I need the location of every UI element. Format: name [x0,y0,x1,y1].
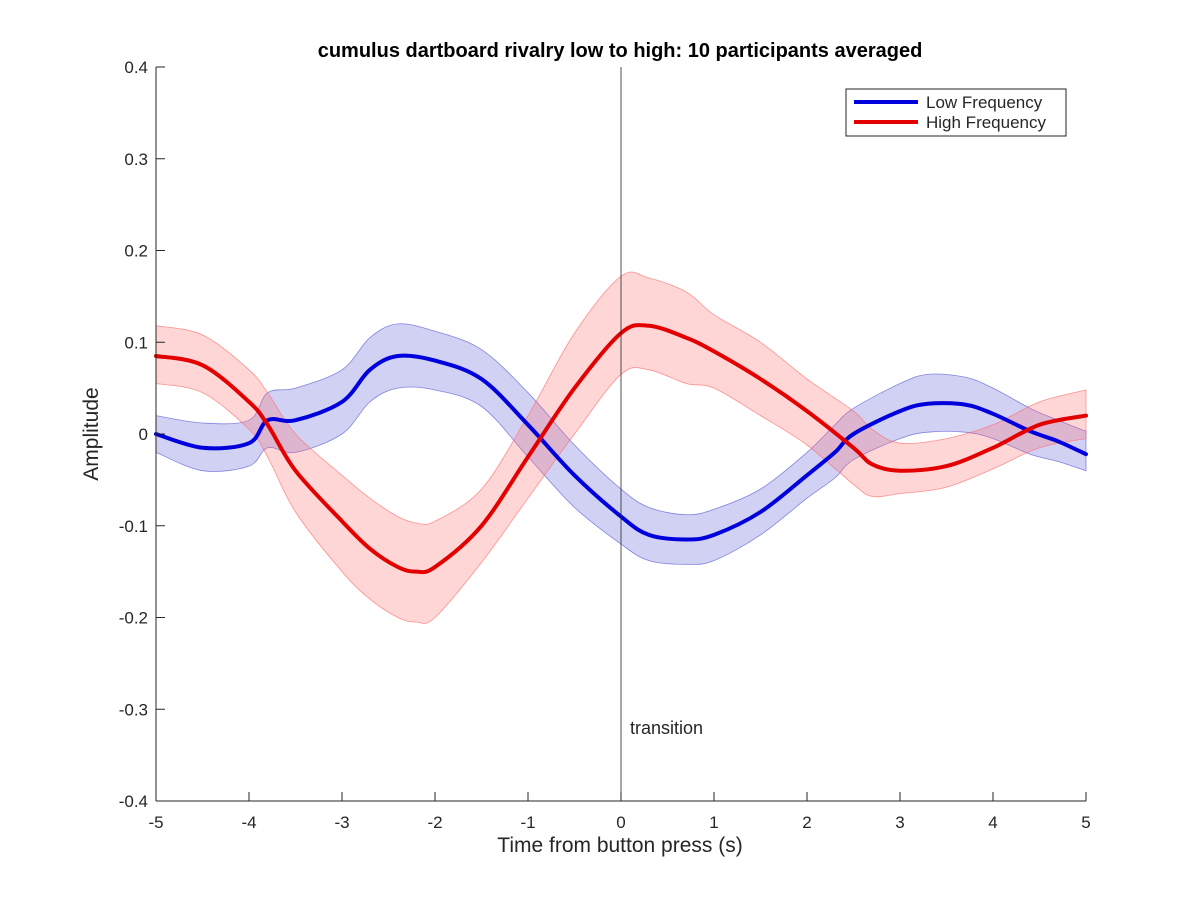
legend-label-low-frequency: Low Frequency [926,93,1043,112]
x-axis-label: Time from button press (s) [497,834,742,857]
x-tick-label: -5 [148,813,163,832]
y-tick-label: -0.2 [119,609,148,628]
y-axis-label: Amplitude [80,387,103,480]
band-high-frequency [155,271,1087,624]
legend-label-high-frequency: High Frequency [926,113,1047,132]
y-tick-label: 0 [139,425,148,444]
y-ticks: -0.4 -0.3 -0.2 -0.1 0 0.1 0.2 0.3 0.4 [119,58,165,811]
x-tick-label: 0 [616,813,625,832]
x-tick-label: 3 [895,813,904,832]
y-tick-label: 0.4 [124,58,148,77]
chart-title: cumulus dartboard rivalry low to high: 1… [318,40,923,62]
x-ticks: -5 -4 -3 -2 -1 0 1 2 3 4 5 [148,792,1091,832]
x-tick-label: -1 [520,813,535,832]
y-tick-label: -0.4 [119,792,148,811]
y-tick-label: 0.2 [124,242,148,261]
x-tick-label: -4 [241,813,256,832]
line-low-frequency [154,353,1088,542]
x-tick-label: 2 [802,813,811,832]
band-low-frequency [155,323,1087,565]
confidence-bands [155,271,1087,624]
transition-annotation: transition [630,718,703,738]
y-tick-label: -0.1 [119,517,148,536]
y-tick-label: -0.3 [119,700,148,719]
legend-box [845,88,1067,137]
x-tick-label: 1 [709,813,718,832]
x-tick-label: -3 [334,813,349,832]
x-tick-label: -2 [427,813,442,832]
line-high-frequency [154,322,1088,575]
legend: Low Frequency High Frequency [845,88,1067,137]
series-lines [154,322,1088,575]
x-tick-label: 5 [1081,813,1090,832]
y-tick-label: 0.3 [124,150,148,169]
y-tick-label: 0.1 [124,333,148,352]
x-tick-label: 4 [988,813,997,832]
